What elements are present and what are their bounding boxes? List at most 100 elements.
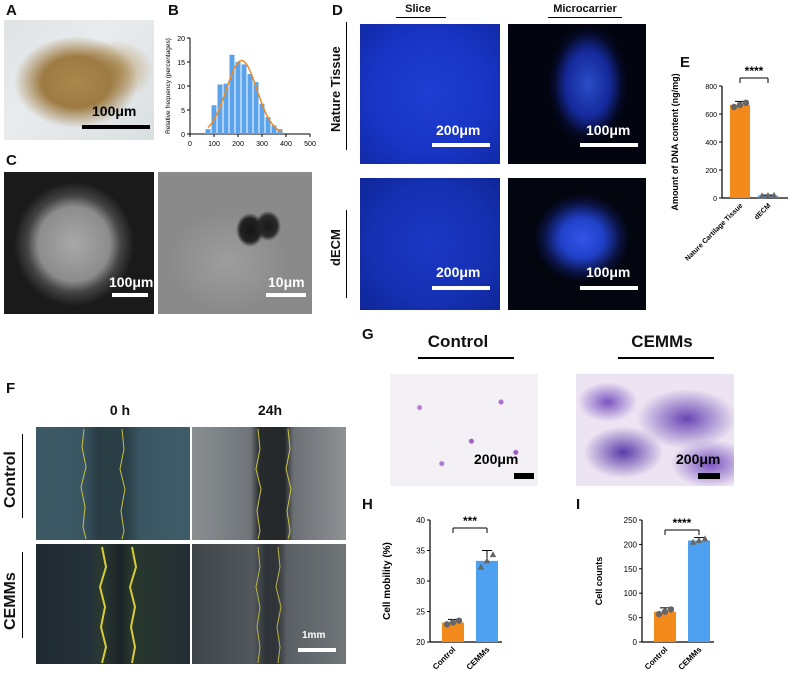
panel-g-cemms-image bbox=[576, 374, 734, 486]
data-point bbox=[483, 557, 491, 564]
data-point bbox=[667, 606, 675, 613]
panel-g-header-underline-control bbox=[418, 357, 514, 359]
panel-g-scale-label-left: 200μm bbox=[474, 451, 519, 467]
panel-a-scale-label: 100μm bbox=[92, 103, 137, 119]
scratch-edge-line bbox=[275, 546, 282, 664]
panel-f-header-24h: 24h bbox=[257, 402, 283, 418]
data-point bbox=[455, 617, 463, 624]
data-point bbox=[742, 99, 750, 106]
panel-a-micrograph bbox=[4, 20, 154, 140]
panel-f-control-24h bbox=[192, 427, 346, 540]
panel-c-sem-zoom bbox=[158, 172, 312, 314]
data-point bbox=[489, 551, 497, 558]
panel-c-scale-label-left: 100μm bbox=[109, 274, 154, 290]
panel-f-row-line-cemms bbox=[22, 552, 23, 638]
x-tick-label: Nature Cartilage Tissue bbox=[684, 202, 744, 262]
panel-label-i: I bbox=[576, 496, 581, 513]
data-point bbox=[770, 191, 778, 198]
panel-d-scale-bar-3 bbox=[432, 286, 490, 290]
scratch-edge-line bbox=[119, 428, 126, 540]
panel-label-a: A bbox=[6, 2, 17, 19]
panel-d-row-line-decm bbox=[346, 210, 347, 298]
y-tick-label: 200 bbox=[705, 168, 717, 175]
data-point bbox=[695, 536, 703, 543]
panel-g-scale-label-right: 200μm bbox=[676, 451, 721, 467]
significance-marker: **** bbox=[745, 66, 764, 78]
x-tick-label: 400 bbox=[280, 141, 292, 148]
panel-d-scale-label-1: 200μm bbox=[436, 122, 481, 138]
histogram-bar bbox=[247, 74, 253, 134]
histogram-bar bbox=[271, 125, 277, 134]
histogram-bar bbox=[265, 117, 271, 134]
y-tick-label: 0 bbox=[713, 196, 717, 203]
panel-c-scale-bar-left bbox=[112, 293, 148, 297]
y-axis-label: Amount of DNA content (ng/mg) bbox=[670, 73, 680, 210]
panel-f-control-0h bbox=[36, 427, 190, 540]
y-axis-label: Cell mobility (%) bbox=[382, 542, 393, 620]
panel-c-scale-label-right: 10μm bbox=[268, 274, 305, 290]
histogram-bar bbox=[259, 103, 265, 134]
panel-f-scratch-edges bbox=[80, 428, 292, 664]
panel-label-b: B bbox=[168, 2, 179, 19]
y-tick-label: 200 bbox=[624, 540, 638, 549]
bar-1 bbox=[654, 611, 676, 642]
panel-d-nature-slice bbox=[360, 24, 500, 164]
bar-2 bbox=[688, 540, 710, 642]
x-tick-label: 200 bbox=[232, 141, 244, 148]
data-point bbox=[736, 101, 744, 109]
y-tick-label: 30 bbox=[416, 577, 425, 586]
scratch-edge-line bbox=[80, 428, 87, 540]
panel-f-cemms-0h bbox=[36, 544, 190, 664]
panel-d-header-underline-microcarrier bbox=[548, 17, 622, 18]
panel-g-control-image bbox=[390, 374, 538, 486]
y-tick-label: 600 bbox=[705, 112, 717, 119]
histogram-bar bbox=[241, 64, 247, 134]
panel-f-row-line-control bbox=[22, 434, 23, 518]
fit-curve bbox=[207, 59, 283, 133]
panel-d-header-underline-slice bbox=[396, 17, 446, 18]
data-point bbox=[758, 192, 766, 199]
scratch-edge-line bbox=[285, 428, 292, 540]
y-tick-label: 35 bbox=[416, 547, 425, 556]
x-tick-label: CEMMs bbox=[465, 645, 492, 672]
panel-label-c: C bbox=[6, 152, 17, 169]
histogram-bar bbox=[205, 129, 211, 134]
y-tick-label: 0 bbox=[633, 638, 638, 647]
significance-marker: **** bbox=[673, 516, 692, 530]
panel-d-row-label-decm: dECM bbox=[328, 229, 343, 266]
panel-d-scale-bar-2 bbox=[580, 143, 638, 147]
panel-label-g: G bbox=[362, 326, 374, 343]
panel-d-scale-label-4: 100μm bbox=[586, 264, 631, 280]
panel-d-decm-slice bbox=[360, 178, 500, 310]
panel-label-d: D bbox=[332, 2, 343, 19]
panel-d-header-microcarrier: Microcarrier bbox=[553, 3, 617, 15]
scratch-edge-line bbox=[255, 546, 261, 664]
panel-f-cemms-24h bbox=[192, 544, 346, 664]
x-tick-label: CEMMs bbox=[677, 645, 704, 672]
data-point bbox=[443, 621, 451, 628]
panel-f-header-0h: 0 h bbox=[109, 402, 131, 418]
panel-f-row-label-cemms: CEMMs bbox=[2, 572, 19, 630]
panel-f-scale-bar bbox=[298, 648, 336, 652]
panel-label-h: H bbox=[362, 496, 373, 513]
panel-label-f: F bbox=[6, 380, 16, 397]
histogram-bar bbox=[223, 83, 229, 134]
panel-d-row-label-nature: Nature Tissue bbox=[328, 46, 343, 132]
bar-1 bbox=[730, 104, 750, 198]
x-tick-label: 100 bbox=[208, 141, 220, 148]
panel-d-scale-label-3: 200μm bbox=[436, 264, 481, 280]
y-tick-label: 15 bbox=[177, 60, 185, 67]
panel-g-scale-bar-left bbox=[514, 473, 534, 479]
panel-c-sem-whole bbox=[4, 172, 154, 314]
x-tick-label: Control bbox=[643, 645, 669, 671]
panel-g-header-control: Control bbox=[427, 332, 489, 351]
x-tick-label: 0 bbox=[188, 141, 192, 148]
y-tick-label: 800 bbox=[705, 84, 717, 91]
y-tick-label: 250 bbox=[624, 516, 638, 525]
panel-g-header-underline-cemms bbox=[618, 357, 714, 359]
panel-f-row-label-control: Control bbox=[2, 451, 19, 508]
data-point bbox=[449, 619, 457, 626]
panel-g-scale-bar-right bbox=[698, 473, 720, 479]
panel-c-scale-bar-right bbox=[266, 293, 306, 297]
y-tick-label: 50 bbox=[628, 614, 637, 623]
